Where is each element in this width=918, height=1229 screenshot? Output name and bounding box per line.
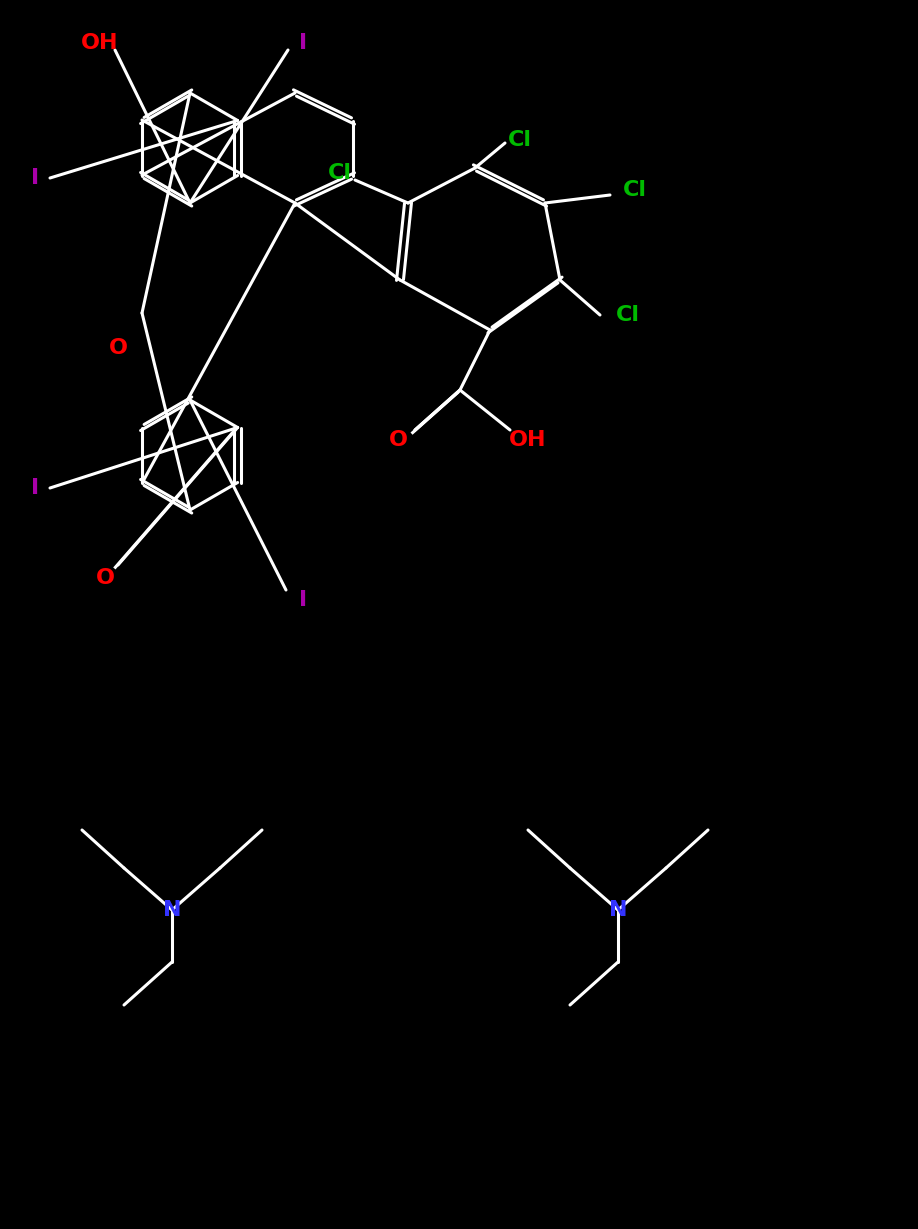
Text: O: O — [108, 338, 128, 358]
Text: OH: OH — [82, 33, 118, 53]
Text: O: O — [388, 430, 408, 450]
Text: Cl: Cl — [616, 305, 640, 324]
Text: OH: OH — [509, 430, 547, 450]
Text: O: O — [95, 568, 115, 587]
Text: I: I — [31, 168, 39, 188]
Text: I: I — [299, 33, 307, 53]
Text: N: N — [609, 900, 627, 921]
Text: Cl: Cl — [623, 179, 647, 200]
Text: N: N — [162, 900, 181, 921]
Text: Cl: Cl — [328, 163, 352, 183]
Text: I: I — [299, 590, 307, 610]
Text: Cl: Cl — [508, 130, 532, 150]
Text: I: I — [31, 478, 39, 498]
